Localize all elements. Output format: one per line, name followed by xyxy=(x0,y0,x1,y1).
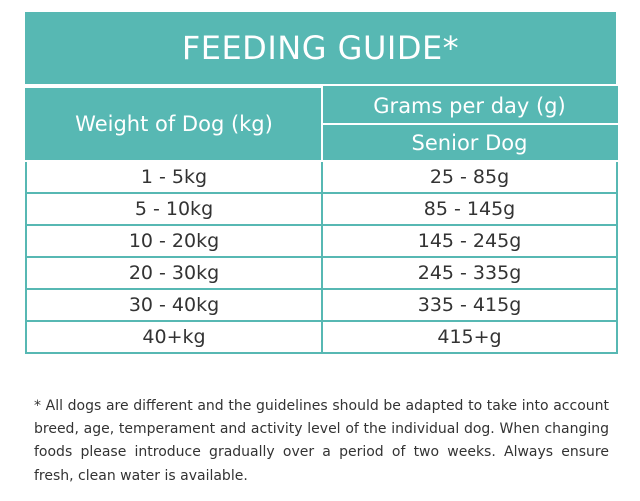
footnote: * All dogs are different and the guideli… xyxy=(34,398,609,484)
table-row: 1 - 5kg 25 - 85g xyxy=(25,160,618,194)
table-row: 20 - 30kg 245 - 335g xyxy=(25,256,618,290)
grams-cell: 25 - 85g xyxy=(321,160,618,194)
grams-cell: 245 - 335g xyxy=(321,256,618,290)
table-row: 10 - 20kg 145 - 245g xyxy=(25,224,618,258)
table-row: 5 - 10kg 85 - 145g xyxy=(25,192,618,226)
weight-column-header: Weight of Dog (kg) xyxy=(25,86,323,162)
weight-cell: 40+kg xyxy=(25,320,323,354)
weight-cell: 1 - 5kg xyxy=(25,160,323,194)
grams-cell: 85 - 145g xyxy=(321,192,618,226)
feeding-guide: FEEDING GUIDE* Weight of Dog (kg) Grams … xyxy=(25,12,618,354)
grams-cell: 145 - 245g xyxy=(321,224,618,258)
grams-column-header: Grams per day (g) xyxy=(321,86,618,125)
grams-cell: 335 - 415g xyxy=(321,288,618,322)
table-row: 30 - 40kg 335 - 415g xyxy=(25,288,618,322)
table-row: 40+kg 415+g xyxy=(25,320,618,354)
weight-cell: 5 - 10kg xyxy=(25,192,323,226)
weight-cell: 10 - 20kg xyxy=(25,224,323,258)
feeding-guide-title: FEEDING GUIDE* xyxy=(25,12,616,84)
grams-cell: 415+g xyxy=(321,320,618,354)
weight-cell: 30 - 40kg xyxy=(25,288,323,322)
feeding-table: Weight of Dog (kg) Grams per day (g) Sen… xyxy=(25,86,618,354)
weight-cell: 20 - 30kg xyxy=(25,256,323,290)
senior-dog-subheader: Senior Dog xyxy=(321,123,618,162)
